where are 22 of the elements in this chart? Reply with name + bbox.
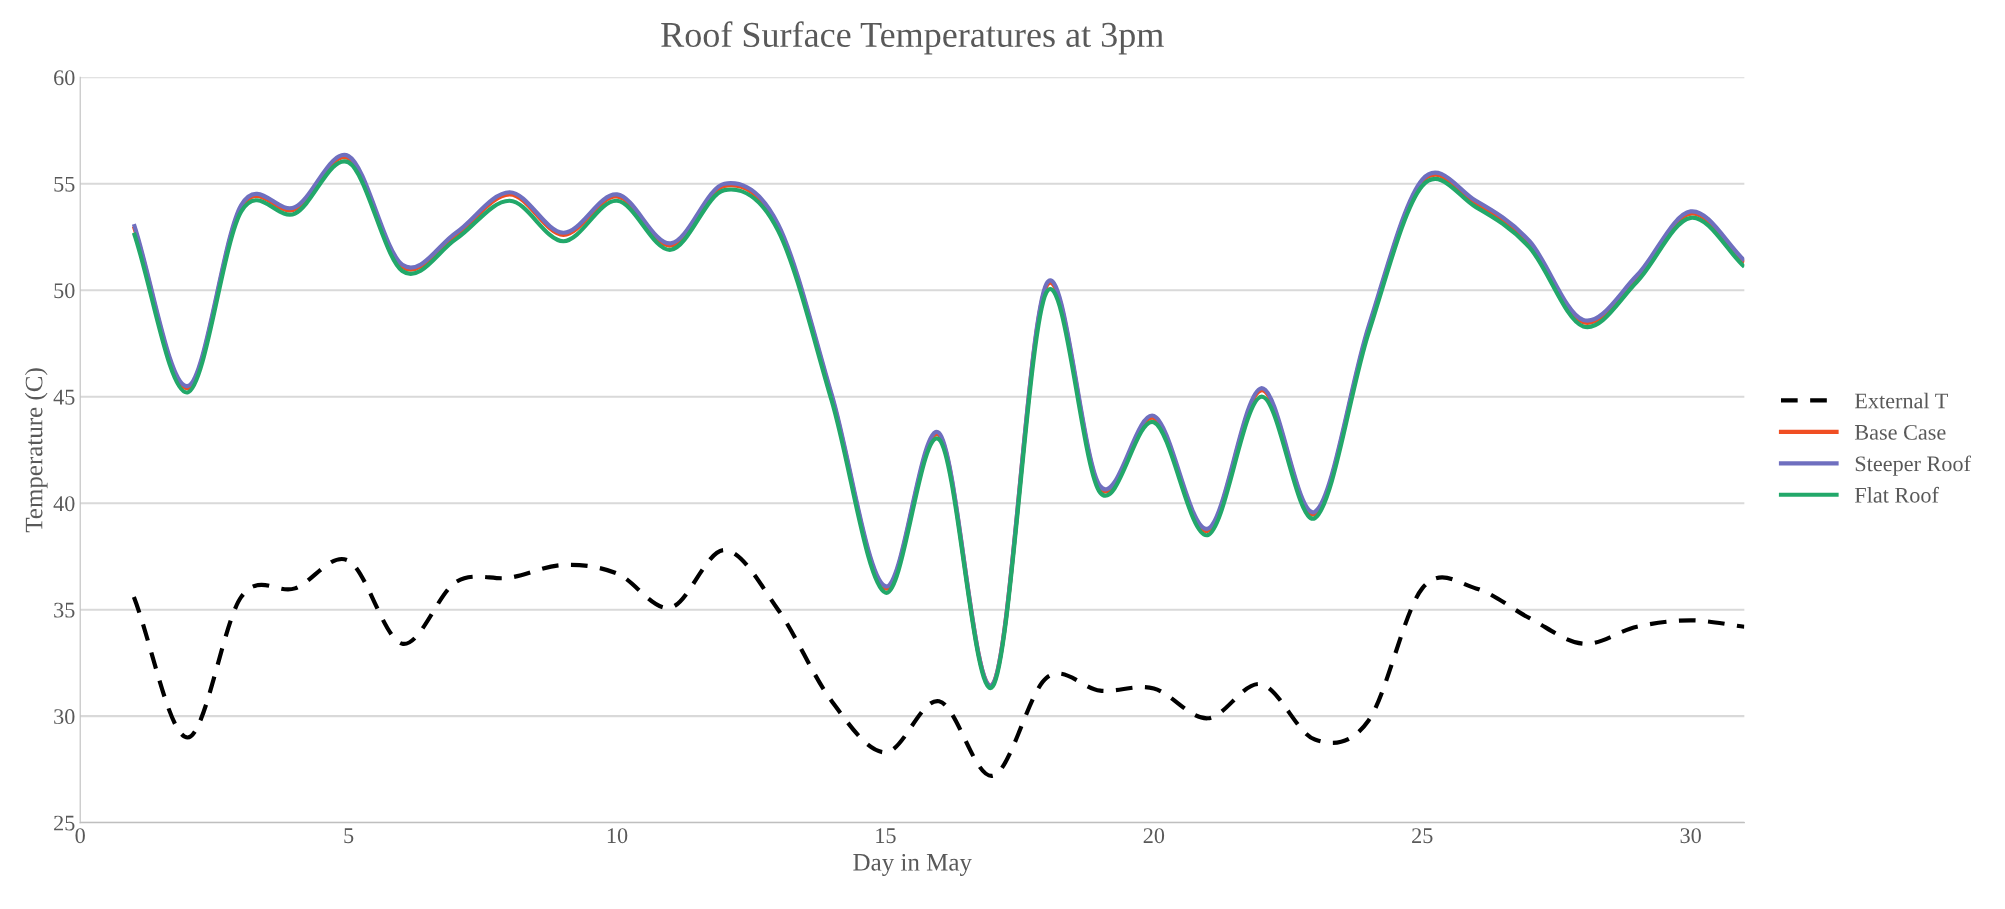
y-tick-label: 45 xyxy=(53,389,75,405)
x-tick-label: 0 xyxy=(75,828,85,844)
x-tick-label: 20 xyxy=(1143,828,1165,844)
legend-label: Steeper Roof xyxy=(1855,455,1971,476)
legend-label: Base Case xyxy=(1854,424,1946,440)
y-tick-label: 55 xyxy=(54,176,75,192)
x-tick-label: 25 xyxy=(1412,828,1433,844)
y-tick-label: 60 xyxy=(54,70,75,86)
legend-label: Flat Roof xyxy=(1854,486,1939,503)
y-tick-label: 50 xyxy=(54,283,75,299)
y-tick-label: 40 xyxy=(53,496,75,512)
chart-title: Roof Surface Temperatures at 3pm xyxy=(661,21,1164,55)
legend-label: External T xyxy=(1854,392,1948,409)
x-tick-label: 10 xyxy=(607,828,628,844)
x-axis-title: Day in May xyxy=(853,853,972,876)
y-axis-title: Temperature (C) xyxy=(24,368,48,533)
y-tick-label: 30 xyxy=(54,709,75,725)
x-tick-label: 30 xyxy=(1680,828,1701,844)
y-tick-label: 25 xyxy=(54,815,75,831)
x-tick-label: 5 xyxy=(344,828,354,844)
y-tick-label: 35 xyxy=(54,602,75,618)
x-tick-label: 15 xyxy=(876,828,896,844)
